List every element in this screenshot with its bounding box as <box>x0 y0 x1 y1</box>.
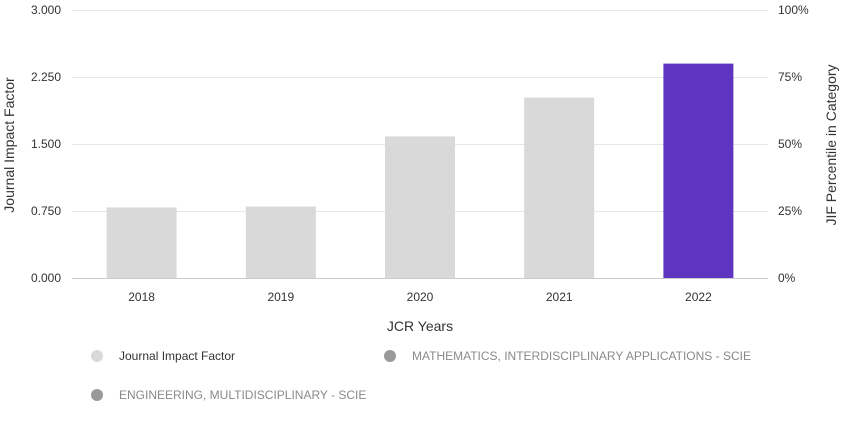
x-tick-label: 2020 <box>407 290 434 304</box>
bar-2020 <box>385 136 455 278</box>
axis-ticks: 0.000 0.750 1.500 2.250 3.000 0% 25% 50% 75% 100%… <box>31 3 809 304</box>
legend-item-jif[interactable]: Journal Impact Factor <box>91 349 235 363</box>
x-axis-label: JCR Years <box>387 318 453 334</box>
legend-marker-math-interdisciplinary <box>384 350 396 362</box>
legend-label-engineering-multidisciplinary: ENGINEERING, MULTIDISCIPLINARY - SCIE <box>119 388 367 402</box>
bar-series <box>106 63 734 279</box>
y-tick-label: 1.500 <box>31 137 61 151</box>
x-tick-label: 2022 <box>685 290 712 304</box>
bar-2019 <box>245 206 316 278</box>
y-tick-label: 0.000 <box>31 271 61 285</box>
y2-tick-label: 0% <box>778 271 796 285</box>
bar-2018 <box>106 207 177 278</box>
y-tick-label: 0.750 <box>31 204 61 218</box>
bar-2021 <box>524 97 595 279</box>
y2-tick-label: 50% <box>778 137 802 151</box>
y-tick-label: 2.250 <box>31 70 61 84</box>
x-tick-label: 2018 <box>128 290 155 304</box>
y2-axis-label: JIF Percentile in Category <box>823 64 839 225</box>
legend-marker-jif <box>91 350 103 362</box>
y2-tick-label: 75% <box>778 70 802 84</box>
legend-label-jif: Journal Impact Factor <box>119 349 236 363</box>
legend-marker-engineering-multidisciplinary <box>91 389 103 401</box>
y-axis-label: Journal Impact Factor <box>1 77 17 213</box>
bar-2022 <box>663 63 734 278</box>
x-tick-label: 2021 <box>546 290 573 304</box>
y2-tick-label: 100% <box>778 3 809 17</box>
x-tick-label: 2019 <box>267 290 294 304</box>
legend-label-math-interdisciplinary: MATHEMATICS, INTERDISCIPLINARY APPLICATI… <box>412 349 751 363</box>
y2-tick-label: 25% <box>778 204 802 218</box>
legend-item-math-interdisciplinary[interactable]: MATHEMATICS, INTERDISCIPLINARY APPLICATI… <box>384 349 751 363</box>
y-tick-label: 3.000 <box>31 3 61 17</box>
legend-item-engineering-multidisciplinary[interactable]: ENGINEERING, MULTIDISCIPLINARY - SCIE <box>91 388 366 402</box>
